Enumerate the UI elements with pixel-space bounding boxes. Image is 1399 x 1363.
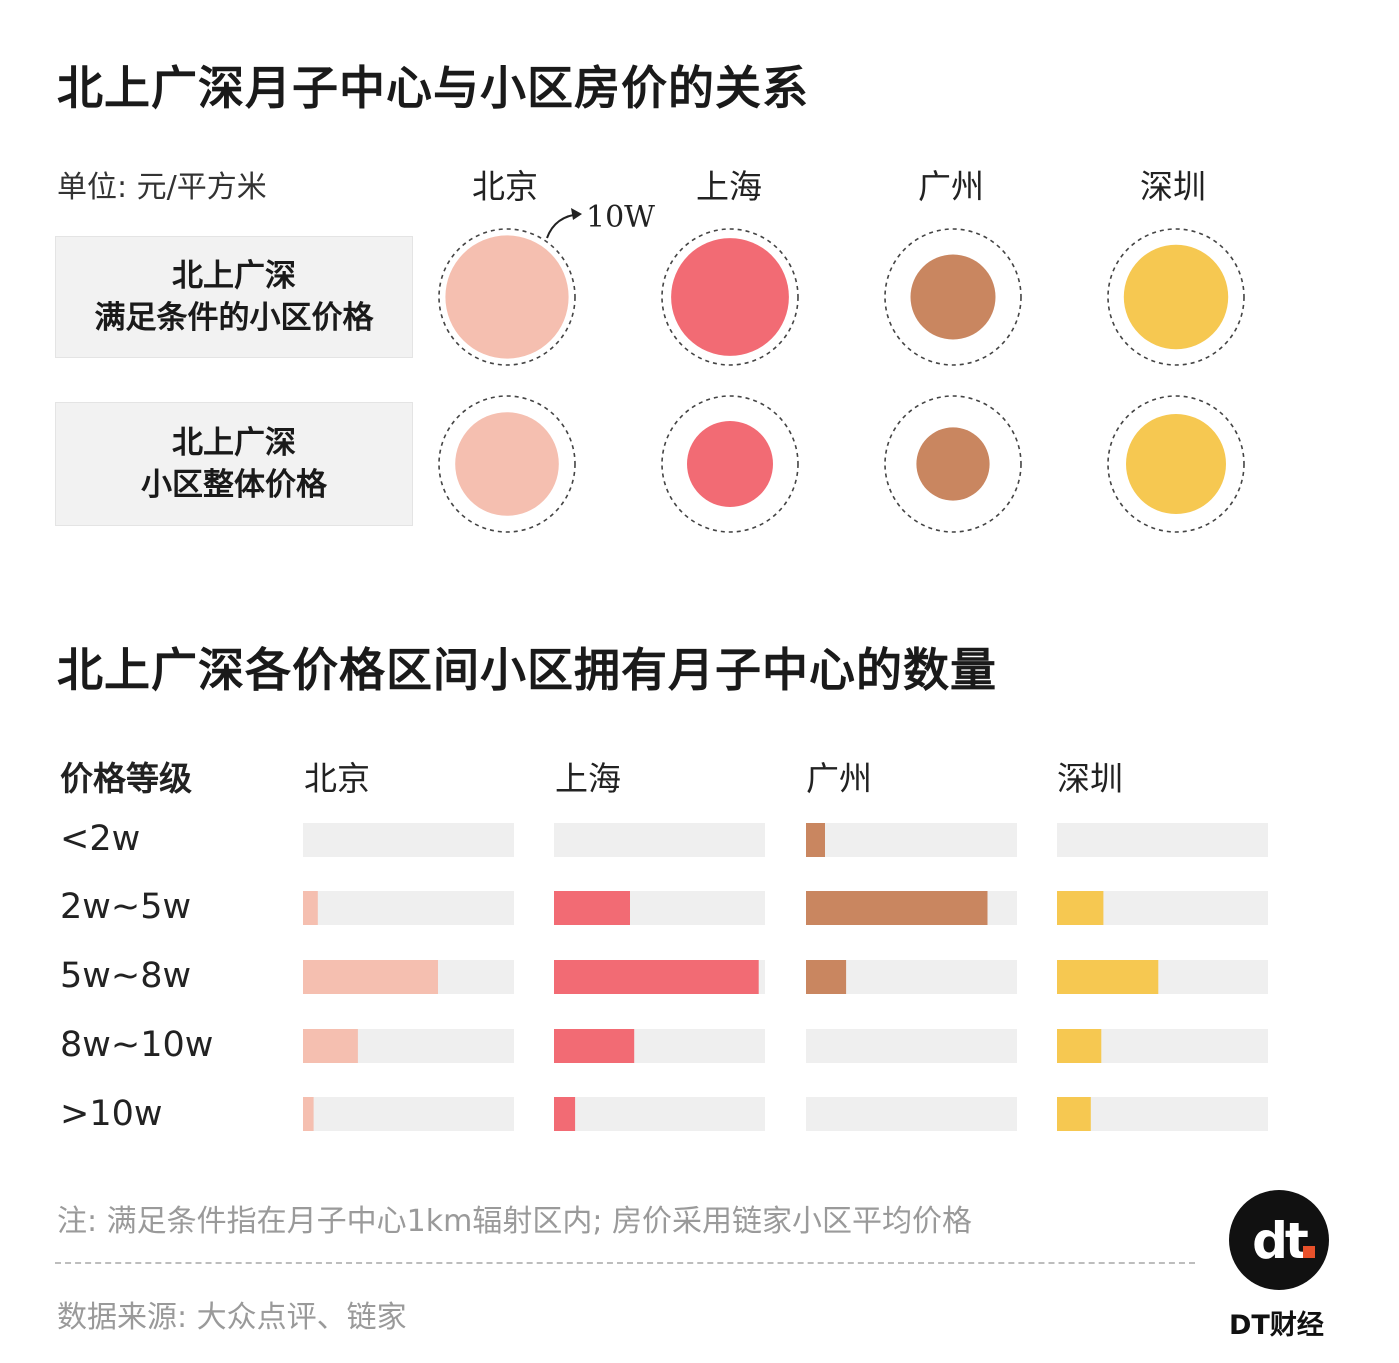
bar-fill: [806, 823, 825, 857]
bar-track: [554, 823, 765, 857]
bar-fill: [1057, 1097, 1091, 1131]
bar-track: [1057, 1097, 1268, 1131]
reference-ring-10w: [884, 395, 1022, 533]
bubble-city-label-beijing: 北京: [472, 167, 538, 206]
bar-city-header-shenzhen: 深圳: [1057, 759, 1123, 798]
tier-label: 8w~10w: [60, 1025, 214, 1065]
bar-track: [303, 891, 514, 925]
bar-fill: [303, 1029, 358, 1063]
reference-ring-10w: [884, 228, 1022, 366]
bar-track: [1057, 823, 1268, 857]
bar-fill: [806, 891, 988, 925]
price-bubble: [455, 412, 559, 516]
reference-arrow-head: [571, 208, 582, 220]
bar-fill: [554, 1097, 576, 1131]
price-bubble: [671, 238, 789, 356]
bar-fill: [303, 960, 438, 994]
brand-name: DT财经: [1229, 1310, 1324, 1341]
bar-fill: [1057, 960, 1159, 994]
reference-ring-10w: [661, 228, 799, 366]
brand-logo-dot: [1303, 1246, 1315, 1258]
brand-logo: [1229, 1190, 1329, 1290]
tier-label: 5w~8w: [60, 956, 192, 996]
bubble-chart-title: 北上广深月子中心与小区房价的关系: [57, 61, 809, 115]
row-label-qualified: 北上广深 满足条件的小区价格: [55, 236, 413, 358]
reference-ring-10w: [438, 395, 576, 533]
bar-city-header-guangzhou: 广州: [806, 759, 872, 798]
reference-ring-10w: [1107, 228, 1245, 366]
reference-ring-10w: [661, 395, 799, 533]
bar-fill: [806, 960, 847, 994]
row-label-qualified-line1: 北上广深: [172, 258, 296, 294]
data-source: 数据来源: 大众点评、链家: [57, 1300, 407, 1335]
price-bubble: [445, 235, 569, 359]
bar-fill: [1057, 891, 1104, 925]
bar-track: [806, 1029, 1017, 1063]
row-label-qualified-line2: 满足条件的小区价格: [94, 300, 374, 336]
price-bubble: [916, 427, 990, 501]
reference-annotation: 10W: [586, 200, 656, 235]
bubble-city-label-guangzhou: 广州: [918, 167, 984, 206]
bar-fill: [554, 891, 630, 925]
bar-chart-title: 北上广深各价格区间小区拥有月子中心的数量: [57, 643, 997, 697]
price-bubble: [687, 421, 773, 507]
tier-label: <2w: [60, 819, 141, 859]
bar-fill: [554, 960, 759, 994]
bar-track: [554, 1097, 765, 1131]
price-bubble: [910, 254, 996, 340]
bar-track: [303, 823, 514, 857]
brand-logo-text: dt: [1252, 1212, 1309, 1270]
bar-track: [303, 1097, 514, 1131]
bar-fill: [303, 891, 318, 925]
reference-ring-10w: [438, 228, 576, 366]
price-tier-header: 价格等级: [60, 759, 192, 798]
footnote: 注: 满足条件指在月子中心1km辐射区内; 房价采用链家小区平均价格: [57, 1204, 972, 1239]
bar-track: [806, 823, 1017, 857]
price-bubble: [1123, 244, 1229, 350]
bar-city-header-beijing: 北京: [304, 759, 370, 798]
bar-city-header-shanghai: 上海: [555, 759, 621, 798]
bar-fill: [303, 1097, 314, 1131]
bar-fill: [554, 1029, 635, 1063]
row-label-overall: 北上广深 小区整体价格: [55, 402, 413, 526]
bubble-city-label-shenzhen: 深圳: [1140, 167, 1206, 206]
tier-label: 2w~5w: [60, 887, 192, 927]
row-label-overall-line2: 小区整体价格: [141, 467, 327, 503]
bubble-city-label-shanghai: 上海: [696, 167, 762, 206]
bar-track: [806, 1097, 1017, 1131]
row-label-overall-line1: 北上广深: [172, 425, 296, 461]
price-bubble: [1126, 414, 1226, 514]
tier-label: >10w: [60, 1094, 163, 1134]
divider: [55, 1262, 1195, 1264]
bar-fill: [1057, 1029, 1102, 1063]
reference-ring-10w: [1107, 395, 1245, 533]
unit-label: 单位: 元/平方米: [57, 170, 267, 205]
